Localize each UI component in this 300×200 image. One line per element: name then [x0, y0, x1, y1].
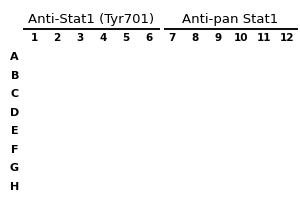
- Text: 5: 5: [122, 33, 130, 43]
- Text: 8: 8: [191, 33, 199, 43]
- Text: 1: 1: [30, 33, 38, 43]
- Text: A: A: [10, 52, 19, 62]
- Text: 10: 10: [234, 33, 248, 43]
- Text: 12: 12: [280, 33, 294, 43]
- Text: 9: 9: [214, 33, 222, 43]
- Text: E: E: [11, 126, 19, 136]
- Bar: [164, 28, 298, 30]
- Text: 3: 3: [76, 33, 84, 43]
- Text: Anti-pan Stat1: Anti-pan Stat1: [182, 13, 279, 26]
- Text: 4: 4: [99, 33, 107, 43]
- Text: 11: 11: [257, 33, 271, 43]
- Text: 6: 6: [146, 33, 153, 43]
- Bar: [23, 28, 160, 30]
- Text: Anti-Stat1 (Tyr701): Anti-Stat1 (Tyr701): [28, 13, 154, 26]
- Text: C: C: [11, 89, 19, 99]
- Text: F: F: [11, 145, 19, 155]
- Text: 2: 2: [53, 33, 61, 43]
- Text: 7: 7: [168, 33, 176, 43]
- Text: B: B: [11, 71, 19, 81]
- Text: H: H: [10, 182, 19, 192]
- Text: D: D: [10, 108, 19, 118]
- Text: G: G: [10, 163, 19, 173]
